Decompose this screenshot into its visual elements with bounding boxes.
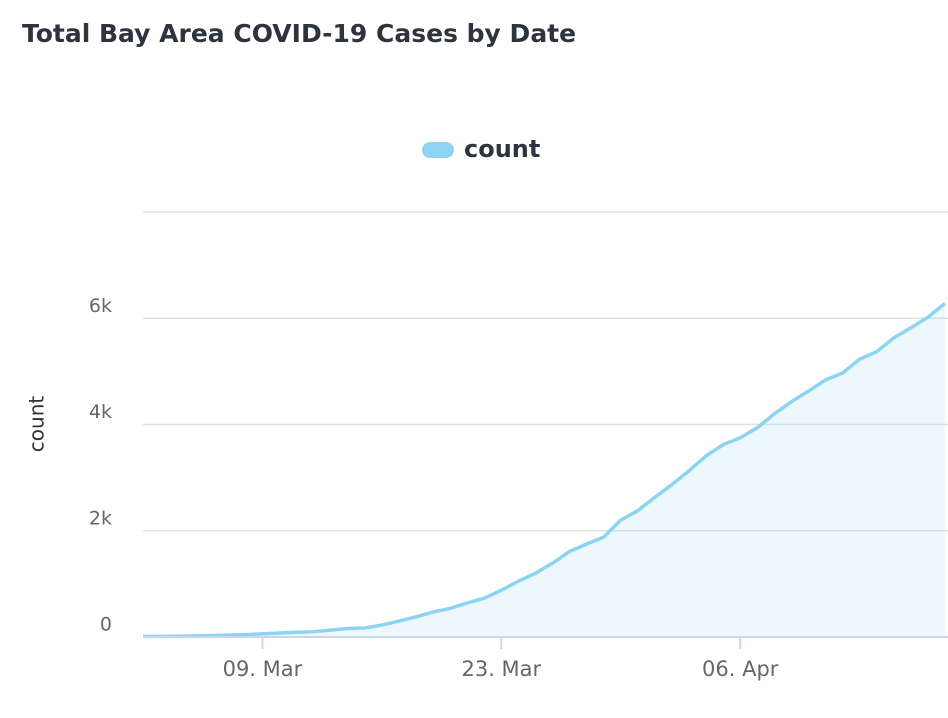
y-axis-title: count: [25, 396, 49, 453]
chart-title: Total Bay Area COVID-19 Cases by Date: [22, 19, 576, 48]
line: [142, 302, 947, 639]
x-tick-label: 06. Apr: [702, 657, 779, 681]
x-tick-label: 09. Mar: [223, 657, 303, 681]
y-tick-label: 0: [100, 614, 112, 636]
y-tick-label: 4k: [89, 401, 112, 423]
x-tick-label: 23. Mar: [461, 657, 541, 681]
area-fill: [143, 303, 945, 637]
y-tick-label: 6k: [89, 295, 112, 317]
legend-swatch: [422, 142, 454, 158]
legend-label: count: [464, 135, 540, 163]
y-tick-label: 2k: [89, 507, 112, 529]
